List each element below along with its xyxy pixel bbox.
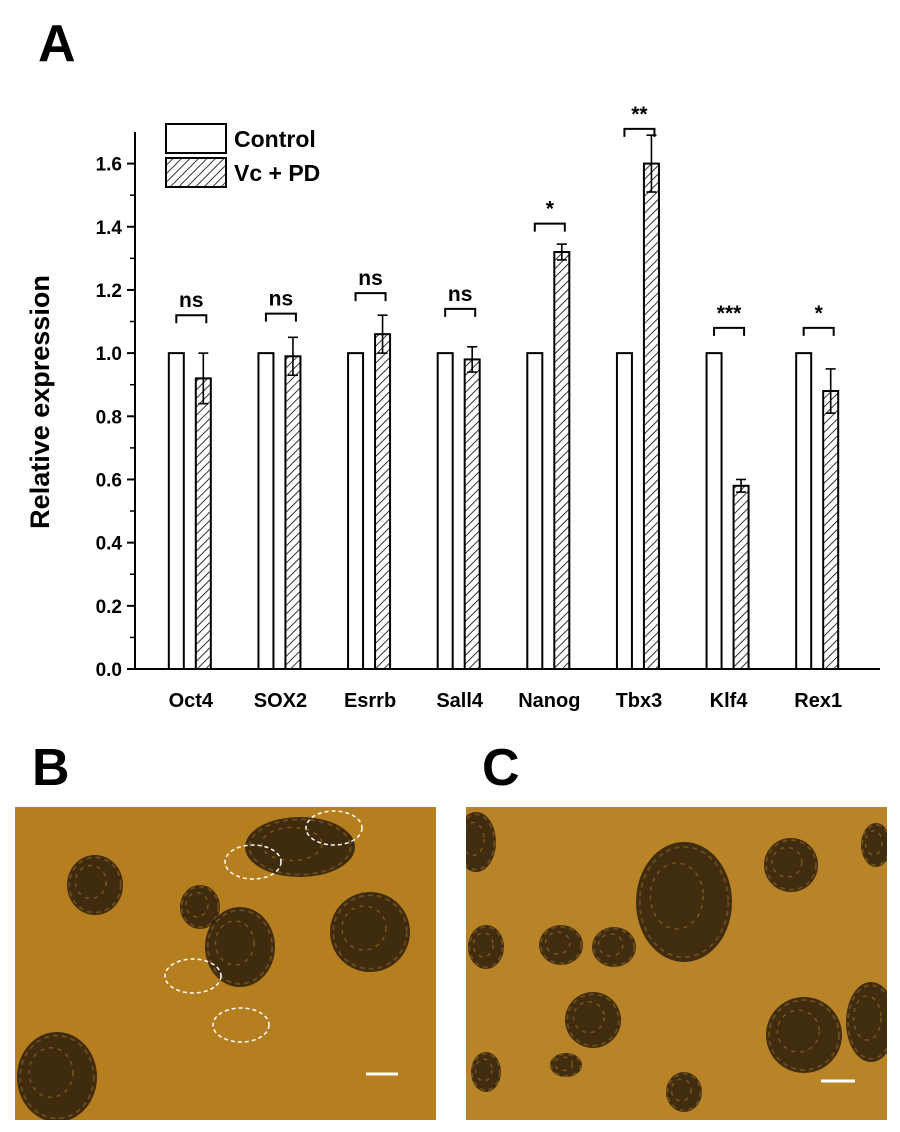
micrograph-c <box>466 807 887 1120</box>
y-tick-label: 0.4 <box>96 534 123 555</box>
annotation-ellipse <box>164 958 222 994</box>
bar-vc-pd <box>642 162 660 671</box>
colony <box>846 982 887 1062</box>
y-tick-label: 0.8 <box>96 407 122 428</box>
colony <box>67 855 123 915</box>
colony <box>766 997 842 1073</box>
panel-label-b: B <box>32 739 70 797</box>
y-tick-label: 0.6 <box>96 470 122 491</box>
chart-legend: Control Vc + PD <box>165 123 320 188</box>
colony <box>471 1052 501 1092</box>
significance-label: ns <box>358 267 383 290</box>
bar-control <box>795 352 813 670</box>
significance-bracket <box>354 292 387 302</box>
x-tick-label: Rex1 <box>794 690 842 712</box>
x-tick-label: Oct4 <box>169 690 214 712</box>
significance-label: * <box>546 198 555 221</box>
y-tick-label: 1.2 <box>96 281 122 302</box>
colony <box>17 1032 97 1120</box>
significance-bracket <box>802 326 835 336</box>
significance-label: ns <box>269 288 294 311</box>
bar-vc-pd <box>463 358 481 670</box>
panel-label-c: C <box>482 739 520 797</box>
bar-control <box>347 352 365 670</box>
colony <box>330 892 410 972</box>
bar-vc-pd <box>553 251 571 670</box>
annotation-ellipse <box>212 1007 270 1043</box>
annotation-ellipse <box>224 844 282 880</box>
legend-swatch-vc-pd <box>165 157 227 188</box>
colony <box>539 925 583 965</box>
significance-bracket <box>175 314 208 324</box>
chart-axes <box>127 132 880 670</box>
significance-label: * <box>815 302 824 325</box>
bar-control <box>257 352 275 670</box>
y-axis-title: Relative expression <box>25 275 55 529</box>
significance-label: ns <box>179 289 204 312</box>
colony <box>205 907 275 987</box>
colony <box>764 838 818 892</box>
chart-bars <box>167 127 840 671</box>
bar-control <box>436 352 454 670</box>
significance-label: *** <box>717 302 742 325</box>
bar-chart: 0.0 0.2 0.4 0.6 0.8 1.0 1.2 1.4 1.6 Relative expr… <box>25 103 880 712</box>
colony <box>592 927 636 967</box>
chart-labels: 0.0 0.2 0.4 0.6 0.8 1.0 1.2 1.4 1.6 Relative expr… <box>25 103 842 712</box>
y-tick-label: 0.2 <box>96 597 122 618</box>
colony <box>565 992 621 1048</box>
x-tick-label: Esrrb <box>344 690 396 712</box>
x-tick-label: Klf4 <box>710 690 749 712</box>
colony <box>666 1072 702 1112</box>
y-tick-label: 0.0 <box>96 660 122 681</box>
bar-control <box>526 352 544 670</box>
y-tick-label: 1.0 <box>96 344 122 365</box>
legend-label-control: Control <box>234 126 316 152</box>
y-tick-label: 1.6 <box>96 155 122 176</box>
colony <box>550 1052 582 1078</box>
panel-label-a: A <box>38 15 76 73</box>
bar-control <box>705 352 723 670</box>
colony <box>180 885 220 929</box>
bar-vc-pd <box>194 377 212 670</box>
colony <box>636 842 732 962</box>
y-tick-label: 1.4 <box>96 218 123 239</box>
colony <box>468 925 504 969</box>
x-tick-label: Tbx3 <box>616 690 663 712</box>
legend-label-vc-pd: Vc + PD <box>234 160 320 186</box>
colony <box>245 817 355 877</box>
bar-vc-pd <box>822 390 840 670</box>
legend-swatch-control <box>165 123 227 154</box>
x-tick-label: Sall4 <box>436 690 484 712</box>
micrograph-b <box>15 807 436 1120</box>
significance-bracket <box>444 307 477 317</box>
significance-bracket <box>623 127 656 137</box>
bar-vc-pd <box>284 355 302 670</box>
significance-label: ns <box>448 283 473 306</box>
x-tick-label: Nanog <box>518 690 580 712</box>
x-tick-label: SOX2 <box>254 690 307 712</box>
bar-control <box>615 352 633 670</box>
bar-vc-pd <box>732 484 750 670</box>
bar-vc-pd <box>374 333 392 670</box>
significance-label: ** <box>631 103 648 126</box>
annotation-ellipse <box>305 810 363 846</box>
colony <box>861 823 887 867</box>
significance-bracket <box>533 222 566 232</box>
bar-control <box>167 352 185 670</box>
colony <box>466 812 496 872</box>
significance-bracket <box>713 326 746 336</box>
significance-bracket <box>264 312 297 322</box>
